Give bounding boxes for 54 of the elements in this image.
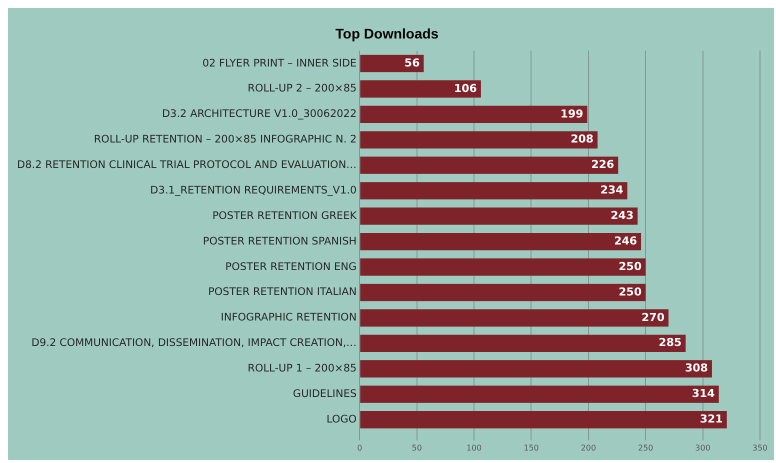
- x-tick-label: 300: [695, 443, 710, 452]
- data-label: 234: [600, 184, 624, 197]
- bar: [360, 284, 646, 302]
- y-tick-label: D8.2 RETENTION CLINICAL TRIAL PROTOCOL AND EVALUATION…: [16, 159, 357, 172]
- data-label: 226: [591, 158, 615, 172]
- bar: [360, 106, 588, 124]
- y-tick-label: POSTER RETENTION SPANISH: [202, 235, 357, 248]
- bar: [360, 258, 646, 276]
- y-tick-label: ROLL-UP 1 – 200×85: [248, 362, 357, 375]
- data-label: 243: [610, 209, 634, 222]
- bar: [360, 131, 598, 148]
- data-label: 270: [642, 310, 665, 324]
- x-tick-label: 50: [412, 443, 422, 452]
- data-label: 246: [614, 234, 638, 248]
- y-tick-label: POSTER RETENTION GREEK: [212, 210, 358, 222]
- bar: [360, 334, 686, 352]
- y-tick-label: D3.2 ARCHITECTURE V1.0_30062022: [162, 108, 357, 120]
- y-tick-label: ROLL-UP RETENTION – 200×85 INFOGRAPHIC N. 2: [94, 134, 357, 146]
- data-label: 314: [692, 387, 716, 400]
- data-label: 56: [404, 56, 420, 70]
- bar: [360, 309, 668, 327]
- y-tick-label: POSTER RETENTION ENG: [225, 260, 357, 273]
- y-tick-label: LOGO: [326, 413, 357, 426]
- bar: [360, 182, 628, 200]
- y-tick-label: D3.1_RETENTION REQUIREMENTS_V1.0: [150, 184, 357, 196]
- chart-title: Top Downloads: [335, 25, 439, 42]
- data-label: 208: [570, 132, 594, 146]
- y-tick-label: INFOGRAPHIC RETENTION: [220, 312, 357, 324]
- bar: [360, 386, 719, 403]
- y-tick-label: D9.2 COMMUNICATION, DISSEMINATION, IMPACT CREATION,…: [31, 337, 357, 350]
- bar: [360, 208, 638, 225]
- data-label: 308: [684, 362, 708, 375]
- data-label: 250: [618, 260, 642, 273]
- bar: [360, 232, 642, 250]
- x-tick-label: 350: [752, 443, 768, 452]
- bar: [360, 411, 727, 428]
- x-tick-label: 250: [638, 443, 654, 452]
- bar: [360, 156, 618, 174]
- y-tick-label: GUIDELINES: [292, 388, 358, 400]
- x-tick-label: 0: [357, 443, 362, 452]
- x-tick-label: 150: [524, 443, 539, 452]
- bar: [360, 80, 481, 98]
- data-label: 106: [454, 82, 478, 95]
- y-tick-label: 02 FLYER PRINT – INNER SIDE: [202, 57, 357, 70]
- data-label: 321: [700, 412, 723, 426]
- bar: [360, 360, 712, 378]
- x-tick-label: 100: [466, 443, 482, 452]
- x-tick-label: 200: [580, 443, 596, 452]
- data-label: 250: [618, 285, 642, 298]
- bar: [360, 54, 424, 72]
- data-label: 285: [658, 336, 682, 350]
- y-tick-label: ROLL-UP 2 – 200×85: [248, 82, 357, 95]
- data-label: 199: [560, 107, 584, 120]
- y-tick-label: POSTER RETENTION ITALIAN: [208, 286, 357, 298]
